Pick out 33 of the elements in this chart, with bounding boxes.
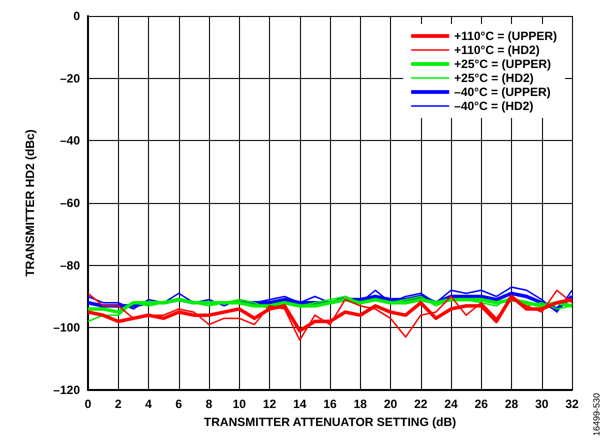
y-tick-label: –120: [53, 383, 80, 397]
x-tick-label: 22: [414, 397, 428, 411]
x-tick-label: 10: [232, 397, 246, 411]
legend-label: +110°C = (UPPER): [454, 29, 558, 43]
x-axis-title: TRANSMITTER ATTENUATOR SETTING (dB): [204, 415, 456, 429]
x-tick-label: 14: [293, 397, 307, 411]
x-tick-label: 12: [262, 397, 276, 411]
text: 16499-530: [592, 392, 602, 436]
x-tick-label: 16: [323, 397, 337, 411]
x-tick-label: 8: [206, 397, 213, 411]
x-tick-label: 24: [444, 397, 458, 411]
y-tick-label: –100: [53, 320, 80, 335]
y-tick-label: –80: [60, 258, 80, 272]
x-tick-label: 30: [535, 397, 549, 411]
y-tick-label: –60: [60, 196, 80, 210]
legend-label: +110°C = (HD2): [454, 43, 540, 57]
x-tick-label: 32: [565, 397, 579, 411]
x-tick-label: 26: [474, 397, 488, 411]
y-tick-label: –20: [60, 71, 80, 86]
legend-label: –40°C = (UPPER): [454, 85, 551, 99]
x-tick-label: 6: [175, 397, 182, 411]
legend-label: +25°C = (HD2): [454, 71, 534, 85]
legend-label: –40°C = (HD2): [454, 99, 534, 113]
legend-label: +25°C = (UPPER): [454, 57, 551, 71]
y-tick-label: –40: [60, 134, 80, 148]
x-tick-label: 20: [384, 397, 398, 411]
x-tick-label: 2: [114, 397, 122, 411]
x-tick-label: 18: [354, 397, 368, 411]
x-tick-label: 28: [504, 397, 518, 411]
x-tick-label: 0: [84, 397, 92, 411]
y-axis-title: TRANSMITTER HD2 (dBc): [23, 129, 37, 277]
x-tick-label: 4: [145, 397, 152, 411]
y-tick-label: 0: [73, 9, 80, 23]
